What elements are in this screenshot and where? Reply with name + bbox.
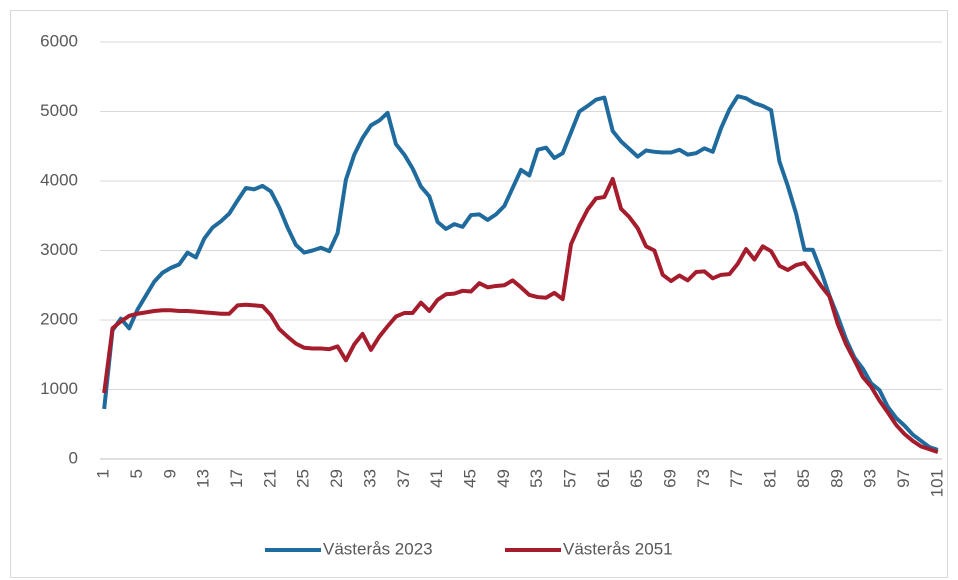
x-tick-label: 37 xyxy=(394,469,413,488)
x-tick-label: 69 xyxy=(661,469,680,488)
x-tick-label: 57 xyxy=(561,469,580,488)
x-tick-label: 21 xyxy=(260,469,279,488)
y-tick-label: 0 xyxy=(69,448,78,467)
x-tick-label: 29 xyxy=(327,469,346,488)
chart-border xyxy=(10,10,948,578)
x-tick-label: 9 xyxy=(160,469,179,478)
x-tick-label: 41 xyxy=(427,469,446,488)
series-line xyxy=(102,176,939,454)
x-tick-label: 45 xyxy=(460,469,479,488)
x-tick-label: 5 xyxy=(127,469,146,478)
x-tick-label: 65 xyxy=(627,469,646,488)
y-tick-label: 1000 xyxy=(40,379,78,398)
y-tick-label: 5000 xyxy=(40,101,78,120)
x-tick-label: 33 xyxy=(360,469,379,488)
x-tick-label: 1 xyxy=(94,469,113,478)
y-tick-label: 4000 xyxy=(40,170,78,189)
legend-label: Västerås 2023 xyxy=(323,539,433,558)
y-tick-label: 3000 xyxy=(40,240,78,259)
x-tick-label: 13 xyxy=(194,469,213,488)
x-tick-label: 61 xyxy=(594,469,613,488)
x-tick-label: 77 xyxy=(727,469,746,488)
x-tick-label: 81 xyxy=(761,469,780,488)
x-tick-label: 25 xyxy=(294,469,313,488)
x-tick-label: 101 xyxy=(927,469,946,497)
x-tick-label: 97 xyxy=(894,469,913,488)
x-tick-label: 17 xyxy=(227,469,246,488)
x-tick-label: 93 xyxy=(861,469,880,488)
y-tick-label: 6000 xyxy=(40,31,78,50)
x-tick-label: 89 xyxy=(827,469,846,488)
x-tick-label: 85 xyxy=(794,469,813,488)
x-tick-label: 73 xyxy=(694,469,713,488)
series-line xyxy=(102,94,939,452)
legend-label: Västerås 2051 xyxy=(563,539,673,558)
x-tick-label: 53 xyxy=(527,469,546,488)
y-tick-label: 2000 xyxy=(40,309,78,328)
x-tick-label: 49 xyxy=(494,469,513,488)
